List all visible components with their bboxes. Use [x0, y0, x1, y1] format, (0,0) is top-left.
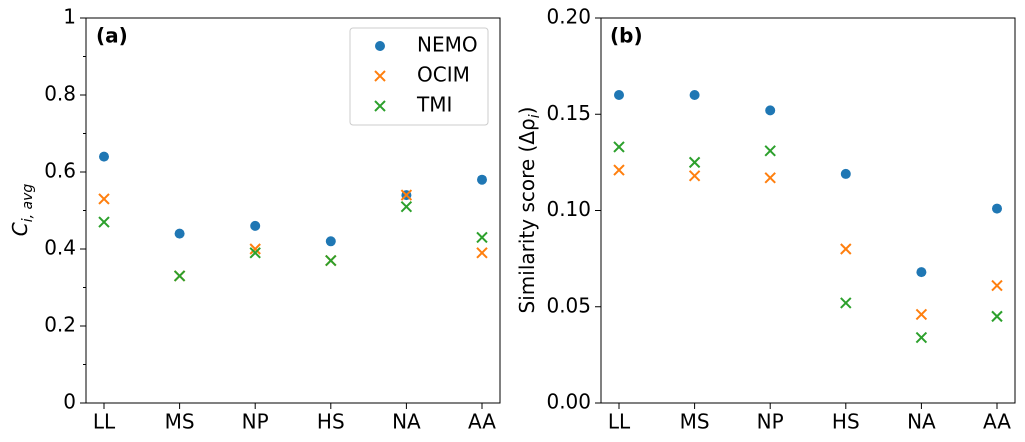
- panel-a-y-tick-label: 0.4: [44, 236, 76, 260]
- panel-a-point-tmi: [249, 247, 261, 259]
- panel-a-y-tick-label: 0.8: [44, 82, 76, 106]
- panel-b-point-tmi: [764, 145, 776, 157]
- panel-b-x-tick-label: AA: [983, 410, 1011, 434]
- legend: NEMO OCIM TMI: [349, 27, 489, 126]
- panel-b-point-nemo: [689, 90, 700, 100]
- panel-b-y-tick-label: 0.20: [546, 5, 591, 29]
- legend-label-ocim: OCIM: [417, 63, 470, 87]
- panel-b-point-ocim: [991, 279, 1003, 292]
- legend-entry-ocim: OCIM: [374, 63, 470, 87]
- legend-entry-nemo: NEMO: [375, 33, 478, 57]
- panel-a-y-tick-label: 0: [63, 390, 76, 414]
- panel-b-x-tick-label: HS: [832, 410, 860, 434]
- legend-entry-tmi: TMI: [374, 93, 452, 117]
- panel-a: (a) 00.20.40.60.81 LL MS NP HS NA AA Ci, avg …: [8, 5, 501, 434]
- panel-a-x-tick-label: NP: [242, 410, 269, 434]
- panel-b-y-tick-label: 0.15: [546, 101, 591, 125]
- panel-b-point-nemo: [840, 168, 851, 179]
- panel-a-y-ticks: 0 0.2 0.4 0.6 0.8 1: [44, 5, 86, 414]
- panel-b-point-tmi: [688, 156, 701, 169]
- panel-a-y-axis-label: Ci, avg: [8, 184, 36, 237]
- panel-a-y-tick-label: 1: [63, 5, 76, 29]
- panel-a-point-nemo: [174, 228, 185, 239]
- panel-b-point-nemo: [614, 90, 624, 100]
- panel-b-y-tick-label: 0.00: [546, 390, 591, 414]
- panel-a-y-tick-label: 0.2: [44, 313, 76, 337]
- panel-b-point-tmi: [613, 141, 625, 153]
- panel-a-x-tick-label: MS: [165, 410, 195, 434]
- panel-a-point-tmi: [400, 200, 413, 213]
- panel-a-x-tick-label: LL: [93, 410, 116, 434]
- panel-a-point-tmi: [476, 231, 488, 244]
- panel-b-points: [613, 90, 1003, 344]
- panel-a-point-ocim: [249, 243, 261, 255]
- panel-a-point-nemo: [477, 174, 487, 185]
- panel-b-point-ocim: [688, 170, 701, 182]
- panel-a-point-tmi: [173, 270, 186, 282]
- panel-b-point-tmi: [840, 297, 852, 309]
- panel-b-y-tick-label: 0.05: [546, 293, 591, 317]
- panel-a-x-ticks: LL MS NP HS NA AA: [93, 403, 496, 434]
- panel-a-point-tmi: [98, 216, 110, 228]
- panel-b-point-tmi: [991, 310, 1003, 323]
- panel-b-x-ticks: LL MS NP HS NA AA: [608, 403, 1011, 434]
- panel-b-point-nemo: [916, 267, 927, 278]
- legend-marker-nemo: [375, 41, 385, 51]
- panel-b-point-ocim: [915, 308, 928, 321]
- panel-a-y-tick-label: 0.6: [44, 159, 76, 183]
- panel-b-point-ocim: [613, 164, 625, 176]
- panel-a-tag: (a): [96, 24, 128, 48]
- panel-a-point-nemo: [325, 236, 336, 247]
- panel-b-point-nemo: [765, 105, 776, 116]
- panel-b: (b) 0.00 0.05 0.10 0.15 0.20 LL MS NP HS NA AA Si…: [515, 5, 1016, 434]
- panel-b-x-tick-label: MS: [680, 410, 710, 434]
- panel-b-tag: (b): [610, 24, 643, 48]
- panel-a-point-nemo: [250, 220, 261, 231]
- panel-b-x-tick-label: NP: [757, 410, 784, 434]
- panel-a-x-tick-label: HS: [317, 410, 345, 434]
- panel-a-points: [98, 151, 488, 282]
- panel-b-point-ocim: [764, 172, 776, 184]
- panel-a-point-ocim: [400, 189, 413, 201]
- panel-a-x-tick-label: AA: [468, 410, 496, 434]
- panel-b-x-tick-label: NA: [907, 410, 936, 434]
- panel-a-point-ocim: [476, 247, 488, 259]
- panel-b-point-tmi: [915, 331, 928, 344]
- legend-marker-tmi: [374, 100, 386, 112]
- panel-a-point-tmi: [325, 254, 337, 267]
- panel-b-y-ticks: 0.00 0.05 0.10 0.15 0.20: [546, 5, 601, 414]
- legend-label-tmi: TMI: [416, 93, 452, 117]
- panel-a-point-ocim: [98, 193, 110, 205]
- panel-b-x-tick-label: LL: [608, 410, 631, 434]
- panel-b-plot-frame: [600, 17, 1016, 404]
- panel-b-point-ocim: [840, 243, 852, 255]
- legend-marker-ocim: [374, 70, 386, 82]
- legend-label-nemo: NEMO: [417, 33, 478, 57]
- panel-b-y-tick-label: 0.10: [546, 197, 591, 221]
- panel-b-point-nemo: [992, 203, 1002, 214]
- panel-a-point-nemo: [99, 151, 109, 162]
- panel-a-x-tick-label: NA: [392, 410, 421, 434]
- panel-b-y-axis-label: Similarity score (Δρi): [515, 107, 543, 314]
